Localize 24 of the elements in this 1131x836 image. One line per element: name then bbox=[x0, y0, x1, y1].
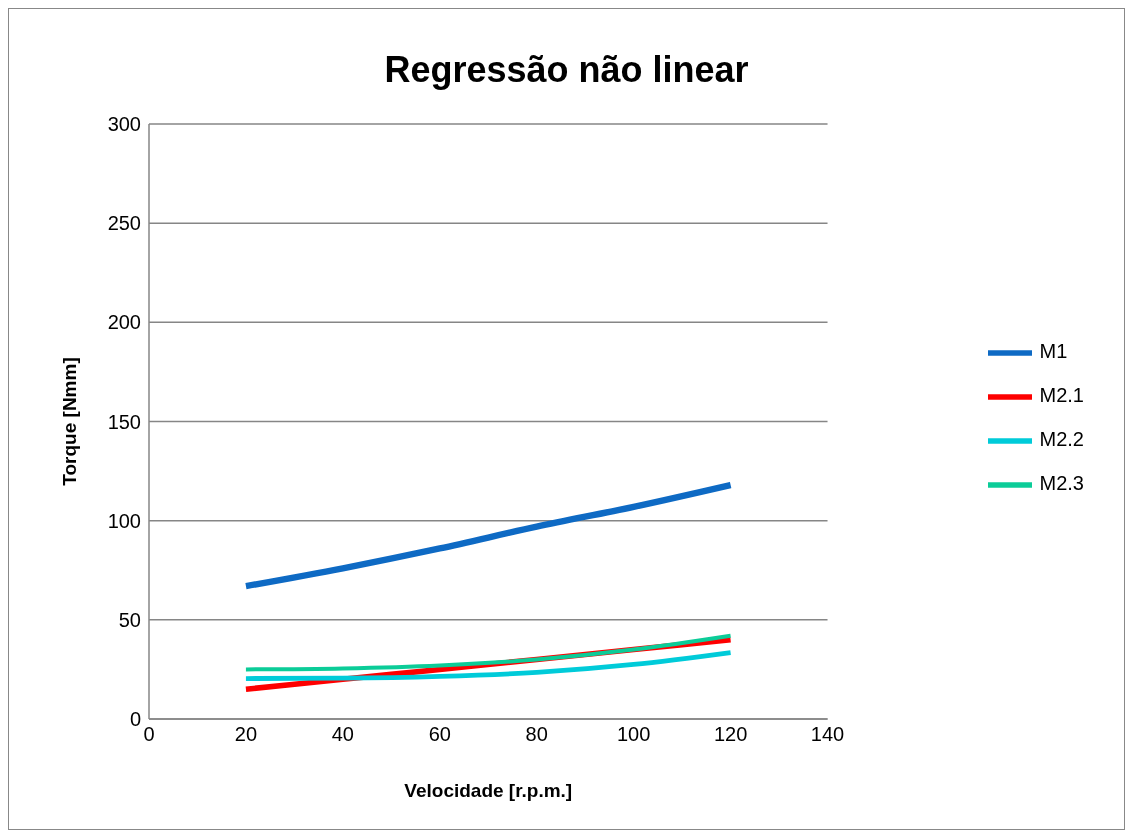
legend-label: M2.1 bbox=[1039, 384, 1084, 407]
y-tick-label: 50 bbox=[118, 608, 141, 631]
legend-label: M2.3 bbox=[1039, 472, 1084, 495]
chart-title: Regressão não linear bbox=[383, 49, 750, 91]
x-tick-label: 140 bbox=[810, 723, 845, 746]
legend-label: M2.2 bbox=[1039, 428, 1084, 451]
y-tick-label: 150 bbox=[107, 410, 141, 433]
y-tick-label: 0 bbox=[129, 708, 141, 731]
y-tick-label: 250 bbox=[107, 212, 141, 235]
y-tick-label: 100 bbox=[107, 509, 141, 532]
x-tick-label: 60 bbox=[428, 723, 451, 746]
x-tick-label: 80 bbox=[525, 723, 548, 746]
x-tick-label: 120 bbox=[713, 723, 748, 746]
legend-label: M1 bbox=[1039, 340, 1068, 363]
y-tick-label: 200 bbox=[107, 311, 141, 334]
y-tick-label: 300 bbox=[107, 113, 141, 136]
line-series bbox=[243, 633, 733, 672]
x-tick-label: 100 bbox=[616, 723, 651, 746]
x-axis-title: Velocidade [r.p.m.] bbox=[404, 780, 573, 801]
x-tick-label: 0 bbox=[143, 723, 155, 746]
line-series bbox=[243, 650, 733, 681]
x-tick-label: 20 bbox=[234, 723, 258, 746]
y-axis-title: Torque [Nmm] bbox=[58, 357, 80, 486]
x-tick-label: 40 bbox=[331, 723, 354, 746]
